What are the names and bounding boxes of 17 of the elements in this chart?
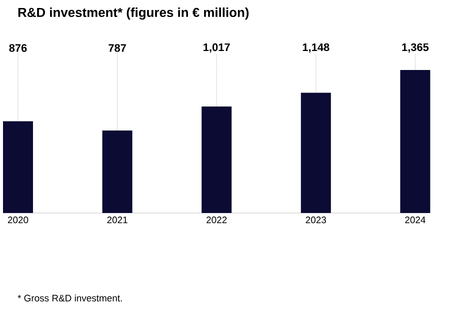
text: * Gross R&D investment. xyxy=(18,294,122,302)
bar xyxy=(400,70,430,213)
chart-title: R&D investment* (figures in € million) xyxy=(18,8,249,20)
data-label: 1,148 xyxy=(302,43,330,53)
x-tick-label: 2020 xyxy=(8,216,28,224)
bar xyxy=(3,121,33,213)
data-label: 876 xyxy=(9,44,27,52)
bar xyxy=(202,106,232,213)
x-tick-label: 2023 xyxy=(306,216,326,224)
x-tick-label: 2022 xyxy=(206,216,227,224)
data-label: 1,017 xyxy=(204,43,230,53)
x-tick-label: 2024 xyxy=(405,216,426,224)
data-label: 1,365 xyxy=(402,43,429,53)
bar xyxy=(102,130,132,213)
bar xyxy=(300,92,331,213)
data-label: 787 xyxy=(108,44,126,52)
x-tick-label: 2021 xyxy=(107,216,128,224)
